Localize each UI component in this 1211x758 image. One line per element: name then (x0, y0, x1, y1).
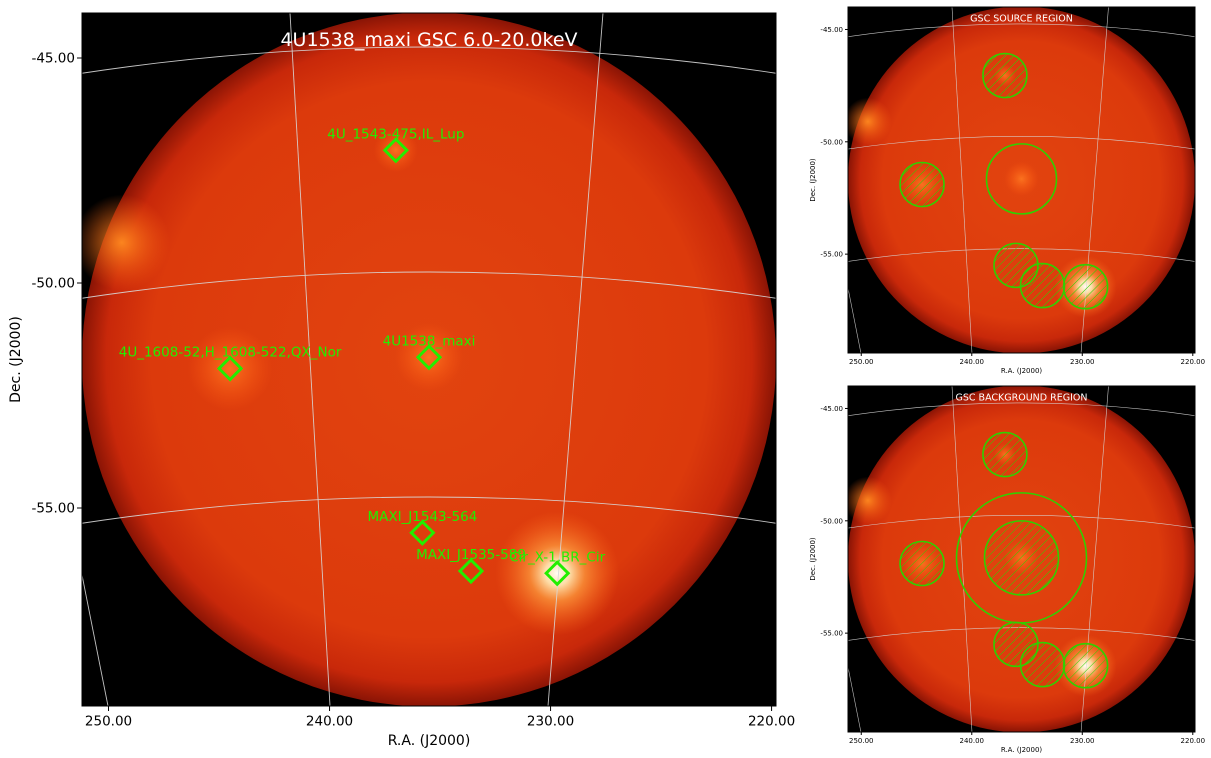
excluded-region (899, 161, 945, 208)
source-glow (1004, 161, 1039, 196)
y-tick-label: -50.00 (31, 276, 75, 292)
plot-frame (847, 6, 1196, 354)
excluded-region (982, 431, 1028, 478)
edge-source-glow (848, 476, 892, 525)
chart-title: GSC BACKGROUND REGION (956, 392, 1088, 403)
excluded-region (1062, 263, 1109, 310)
y-tick-label: -50.00 (820, 138, 843, 146)
x-tick-label: 240.00 (306, 714, 353, 730)
x-tick-label: 250.00 (849, 737, 874, 745)
grid-line-dec (848, 515, 1195, 529)
grid-line-dec (843, 354, 1200, 365)
grid-line-dec (82, 271, 776, 299)
x-tick-label: 240.00 (960, 358, 985, 366)
source-glow (188, 326, 273, 411)
source-marker (544, 560, 571, 587)
x-tick-label: 230.00 (1070, 737, 1095, 745)
plot-frame (847, 385, 1196, 733)
x-axis-label: R.A. (J2000) (388, 733, 471, 749)
y-tick-label: -50.00 (820, 517, 843, 525)
source-marker (382, 137, 409, 164)
x-tick-label: 220.00 (748, 714, 795, 730)
grid-line-dec (848, 402, 1195, 417)
source-region (985, 143, 1058, 215)
x-tick-label: 230.00 (527, 714, 574, 730)
excluded-region (1019, 262, 1066, 309)
grid-line-ra (951, 7, 973, 353)
chart-title: 4U1538_maxi GSC 6.0-20.0keV (280, 29, 577, 51)
source-label: MAXI_J1535-589 (416, 547, 526, 563)
excluded-region (1019, 641, 1066, 688)
y-tick-label: -45.00 (31, 51, 75, 67)
grid-line-ra (848, 666, 862, 732)
source-label: 4U1538_maxi (383, 333, 476, 349)
source-label: Cir_X-1,BR_Cir (509, 549, 605, 565)
y-tick-label: -55.00 (820, 251, 843, 259)
x-tick-label: 220.00 (1181, 737, 1206, 745)
source-marker (216, 355, 244, 382)
x-tick-label: 230.00 (1070, 358, 1095, 366)
source-label: 4U_1543-475,IL_Lup (327, 126, 464, 142)
x-axis-label: R.A. (J2000) (1001, 367, 1043, 375)
x-tick-label: 250.00 (849, 358, 874, 366)
x-tick-label: 250.00 (85, 714, 132, 730)
source-marker (415, 344, 443, 371)
plot-frame (81, 12, 777, 707)
source-glow (395, 323, 463, 392)
chart-title: GSC SOURCE REGION (970, 13, 1073, 24)
y-axis-label: Dec. (J2000) (809, 158, 817, 202)
grid-line-ra (951, 386, 973, 732)
plot-area: 4U_1543-475,IL_Lup 4U_1608-52,H_1608-522,… (77, 13, 781, 731)
background-inner-excluded (983, 520, 1060, 596)
source-glow (373, 128, 418, 173)
x-tick-label: 220.00 (1181, 358, 1206, 366)
y-axis-label: Dec. (J2000) (809, 537, 817, 581)
grid-line-ra (547, 13, 604, 706)
y-tick-label: -45.00 (820, 26, 843, 34)
grid-line-dec (848, 136, 1195, 150)
grid-line-dec (77, 709, 781, 731)
source-label: 4U_1608-52,H_1608-522,QX_Nor (119, 345, 342, 361)
grid-line-dec (848, 23, 1195, 38)
y-tick-label: -45.00 (820, 405, 843, 413)
x-tick-label: 240.00 (960, 737, 985, 745)
cirx1-glow (495, 511, 620, 636)
y-axis-label: Dec. (J2000) (8, 316, 24, 403)
grid-line-ra (82, 574, 109, 706)
y-tick-label: -55.00 (820, 630, 843, 638)
background-outer-circle (955, 492, 1088, 624)
grid-line-dec (82, 46, 776, 74)
plot-area (843, 7, 1200, 365)
edge-source-glow (848, 97, 892, 146)
grid-line-dec (843, 733, 1200, 744)
source-label: MAXI_J1543-564 (367, 509, 477, 525)
plot-area (843, 386, 1200, 744)
grid-line-ra (289, 13, 331, 706)
edge-source-glow (82, 194, 170, 291)
excluded-region (899, 540, 945, 587)
source-marker (409, 519, 436, 546)
source-marker (457, 557, 485, 585)
excluded-region (1062, 642, 1109, 689)
excluded-region (982, 52, 1028, 99)
grid-line-dec (82, 496, 776, 524)
x-axis-label: R.A. (J2000) (1001, 746, 1043, 754)
grid-line-ra (848, 287, 862, 353)
y-tick-label: -55.00 (31, 501, 75, 517)
